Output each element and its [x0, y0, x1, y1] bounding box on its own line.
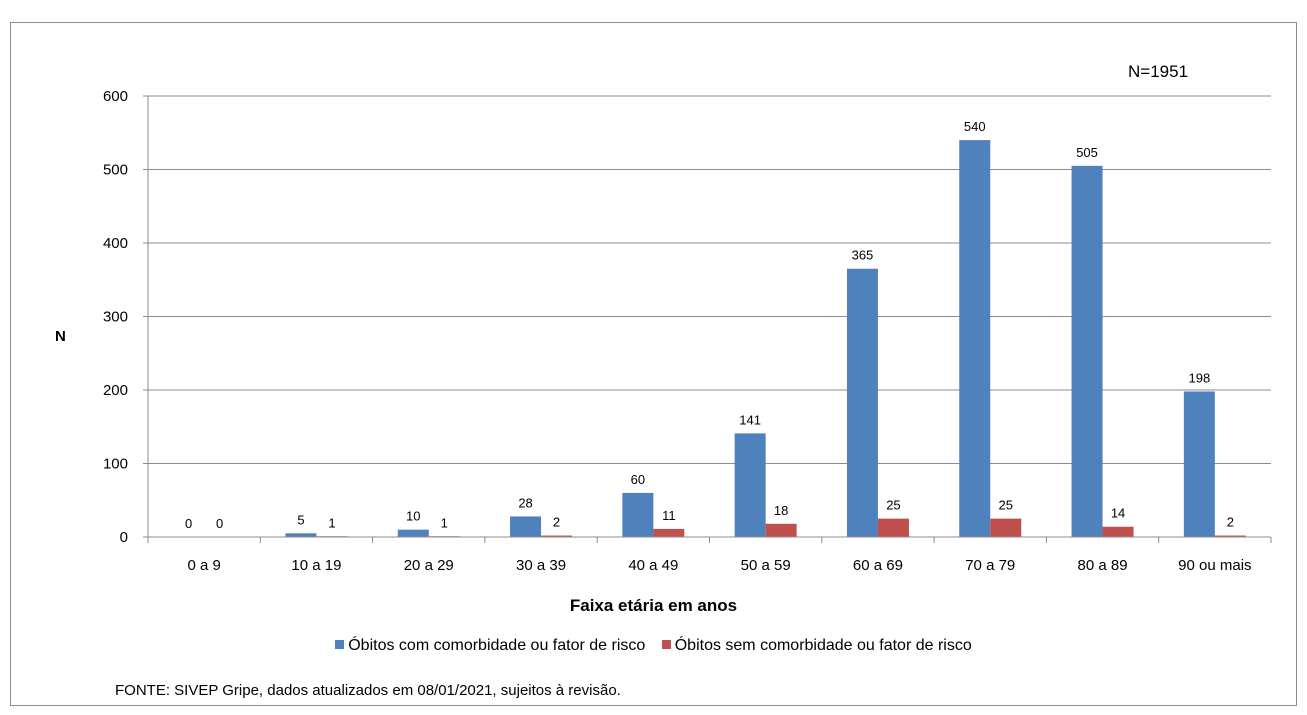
y-tick-label: 0	[120, 529, 128, 546]
legend-item-series-2: Óbitos sem comorbidade ou fator de risco	[661, 637, 972, 655]
data-label-series-2: 1	[441, 515, 448, 530]
legend: Óbitos com comorbidade ou fator de risco…	[0, 637, 1307, 655]
data-label-series-1: 141	[739, 412, 761, 427]
bar-series-2	[1102, 526, 1134, 537]
y-tick-label: 400	[103, 235, 128, 252]
bar-series-1	[734, 433, 766, 537]
legend-item-series-1: Óbitos com comorbidade ou fator de risco	[335, 637, 645, 655]
x-tick-label: 10 a 19	[291, 557, 341, 574]
bar-series-1	[959, 140, 991, 537]
bar-series-2	[541, 535, 573, 537]
data-label-series-1: 28	[518, 495, 532, 510]
y-axis-title: N	[55, 328, 66, 345]
data-label-series-2: 0	[216, 516, 223, 531]
data-label-series-2: 2	[1227, 515, 1234, 530]
legend-label-series-2: Óbitos sem comorbidade ou fator de risco	[674, 637, 972, 654]
bar-series-1	[510, 516, 542, 537]
bar-series-2	[877, 518, 909, 537]
data-label-series-2: 2	[553, 515, 560, 530]
bar-series-1	[397, 529, 429, 537]
data-label-series-2: 1	[328, 515, 335, 530]
data-label-series-1: 5	[297, 512, 304, 527]
bar-series-2	[990, 518, 1022, 537]
bar-series-1	[1071, 165, 1103, 537]
data-label-series-1: 505	[1076, 145, 1098, 160]
x-tick-label: 60 a 69	[853, 557, 903, 574]
x-tick-label: 70 a 79	[965, 557, 1015, 574]
data-label-series-1: 365	[852, 248, 874, 263]
x-tick-label: 40 a 49	[628, 557, 678, 574]
data-label-series-2: 25	[886, 498, 900, 513]
legend-swatch-series-2	[661, 640, 671, 649]
data-label-series-1: 198	[1188, 370, 1210, 385]
data-label-series-2: 11	[662, 508, 676, 523]
data-label-series-1: 0	[185, 516, 192, 531]
x-axis-ticks: 0 a 9 10 a 19 20 a 29 30 a 39 40 a 49 50 a 59…	[147, 537, 1272, 574]
y-tick-label: 600	[103, 88, 128, 105]
bars	[285, 140, 1246, 537]
data-label-series-2: 14	[1111, 506, 1125, 521]
bar-series-1	[622, 492, 654, 537]
x-tick-label: 80 a 89	[1078, 557, 1128, 574]
bar-series-1	[846, 268, 878, 537]
sample-size-note: N=1951	[1128, 62, 1189, 81]
legend-label-series-1: Óbitos com comorbidade ou fator de risco	[348, 637, 646, 654]
data-label-series-1: 60	[631, 472, 645, 487]
y-axis-ticks: 0 100 200 300 400 500 600	[103, 88, 148, 546]
data-label-series-1: 10	[406, 509, 420, 524]
data-label-series-2: 25	[999, 498, 1013, 513]
data-label-series-1: 540	[964, 119, 986, 134]
x-tick-label: 0 a 9	[187, 557, 220, 574]
y-tick-label: 100	[103, 456, 128, 473]
data-label-series-2: 18	[774, 503, 788, 518]
x-tick-label: 30 a 39	[516, 557, 566, 574]
y-tick-label: 300	[103, 309, 128, 326]
y-tick-label: 200	[103, 382, 128, 399]
bar-series-1	[285, 533, 317, 537]
source-note: FONTE: SIVEP Gripe, dados atualizados em…	[115, 682, 621, 699]
bar-series-1	[1183, 391, 1215, 537]
legend-swatch-series-1	[335, 640, 345, 649]
bar-series-2	[765, 523, 797, 537]
x-tick-label: 20 a 29	[404, 557, 454, 574]
bar-series-2	[1214, 535, 1246, 537]
x-tick-label: 50 a 59	[741, 557, 791, 574]
bar-series-2	[653, 528, 685, 537]
y-tick-label: 500	[103, 162, 128, 179]
x-axis-title: Faixa etária em anos	[569, 596, 738, 615]
x-tick-label: 90 ou mais	[1178, 557, 1251, 574]
